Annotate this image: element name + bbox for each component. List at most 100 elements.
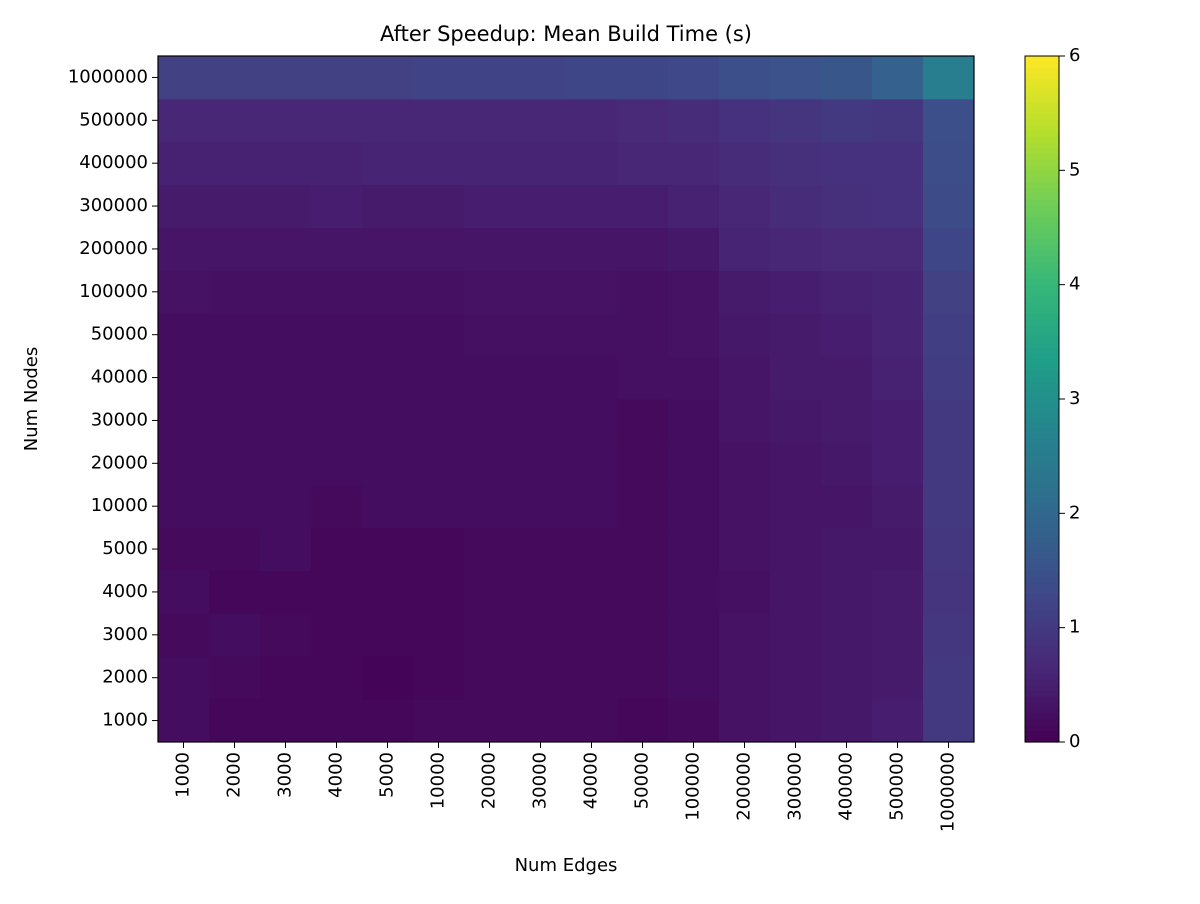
heatmap-cell [362, 613, 414, 657]
colorbar-segment [1025, 216, 1059, 223]
heatmap-cell [209, 527, 261, 571]
colorbar-tick-label: 5 [1069, 159, 1080, 180]
heatmap-cell [413, 227, 465, 271]
heatmap-cell [158, 184, 210, 228]
heatmap-cell [719, 184, 771, 228]
colorbar-segment [1025, 124, 1059, 131]
colorbar-segment [1025, 536, 1059, 543]
heatmap-cell [821, 441, 873, 486]
colorbar-tick-label: 4 [1069, 274, 1080, 295]
heatmap-cell [821, 399, 873, 443]
colorbar-segment [1025, 141, 1059, 149]
heatmap-cell [158, 313, 210, 357]
heatmap-cell [770, 184, 822, 228]
heatmap-cell [311, 399, 363, 443]
heatmap-cell [668, 699, 720, 743]
heatmap-cell [515, 484, 567, 529]
heatmap-cell [872, 441, 924, 486]
colorbar-segment [1025, 313, 1059, 320]
heatmap-cell [464, 699, 516, 743]
colorbar-segment [1025, 107, 1059, 114]
heatmap-cell [413, 699, 465, 743]
colorbar-segment [1025, 90, 1059, 97]
colorbar-segment [1025, 56, 1059, 63]
x-tick-label: 2000 [224, 752, 245, 798]
heatmap-cell [464, 56, 516, 100]
heatmap-cell [668, 141, 720, 186]
colorbar-segment [1025, 507, 1059, 514]
y-tick-label: 400000 [79, 152, 148, 173]
colorbar-segment [1025, 444, 1059, 452]
heatmap-cell [872, 570, 924, 614]
heatmap-cell [362, 184, 414, 228]
colorbar-tick-label: 0 [1069, 731, 1080, 752]
heatmap-cell [923, 270, 975, 314]
colorbar-segment [1025, 393, 1059, 400]
colorbar-segment [1025, 78, 1059, 86]
heatmap-cell [260, 484, 312, 529]
heatmap-cell [209, 313, 261, 357]
heatmap-cell [668, 613, 720, 657]
heatmap-cell [719, 699, 771, 743]
heatmap-cell [668, 527, 720, 571]
colorbar-segment [1025, 724, 1059, 732]
heatmap-cell [770, 98, 822, 143]
heatmap-cell [668, 356, 720, 400]
heatmap-cell [770, 270, 822, 314]
heatmap-cell [821, 699, 873, 743]
heatmap-cell [566, 270, 618, 314]
heatmap-cell [515, 613, 567, 657]
colorbar-segment [1025, 130, 1059, 137]
heatmap-cell [566, 56, 618, 100]
heatmap-cell [617, 227, 669, 271]
colorbar-segment [1025, 679, 1059, 686]
y-tick-label: 100000 [79, 281, 148, 302]
heatmap-cell [515, 184, 567, 228]
heatmap-cell [872, 699, 924, 743]
y-tick-label: 500000 [79, 109, 148, 130]
heatmap-cell [719, 484, 771, 529]
heatmap-cell [311, 141, 363, 186]
colorbar-segment [1025, 587, 1059, 594]
heatmap-cell [413, 399, 465, 443]
colorbar-segment [1025, 233, 1059, 240]
heatmap-cell [464, 270, 516, 314]
x-tick-label: 1000 [173, 752, 194, 798]
y-tick-label: 40000 [91, 367, 148, 388]
heatmap-cell [311, 270, 363, 314]
heatmap-cell [821, 613, 873, 657]
x-tick-label: 50000 [632, 752, 653, 809]
colorbar-segment [1025, 627, 1059, 634]
heatmap-cell [668, 98, 720, 143]
heatmap-cell [260, 656, 312, 700]
heatmap-cell [209, 699, 261, 743]
colorbar-segment [1025, 484, 1059, 492]
colorbar-segment [1025, 736, 1059, 743]
heatmap-cell [260, 313, 312, 357]
heatmap-cell [260, 227, 312, 271]
heatmap-cell [719, 227, 771, 271]
heatmap-cell [515, 527, 567, 571]
colorbar-segment [1025, 330, 1059, 337]
colorbar-tick-label: 3 [1069, 388, 1080, 409]
colorbar-segment [1025, 616, 1059, 623]
heatmap-cell [872, 227, 924, 271]
colorbar-segment [1025, 113, 1059, 120]
heatmap-cell [311, 227, 363, 271]
heatmap-cell [719, 570, 771, 614]
heatmap-cell [872, 184, 924, 228]
colorbar-segment [1025, 221, 1059, 229]
heatmap-cell [413, 184, 465, 228]
heatmap-cell [362, 56, 414, 100]
heatmap-cell [872, 484, 924, 529]
heatmap-cell [464, 313, 516, 357]
heatmap-cell [617, 656, 669, 700]
heatmap-cell [413, 313, 465, 357]
heatmap-cell [260, 441, 312, 486]
heatmap-cell [158, 227, 210, 271]
heatmap-cell [413, 613, 465, 657]
y-tick-label: 5000 [102, 538, 148, 559]
heatmap-cell [923, 98, 975, 143]
heatmap-cell [209, 656, 261, 700]
heatmap-cell [923, 613, 975, 657]
